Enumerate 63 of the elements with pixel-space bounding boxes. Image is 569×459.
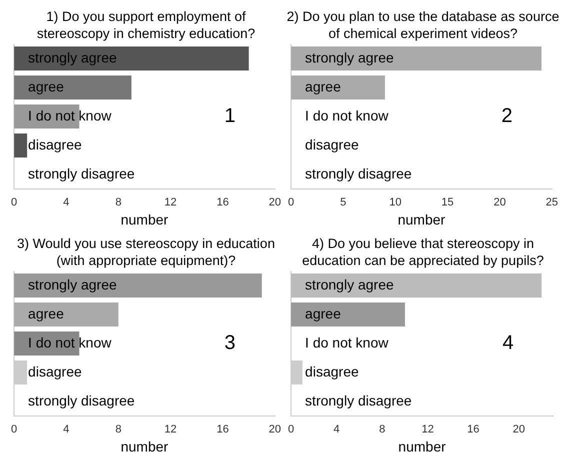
x-axis-title: number xyxy=(120,438,169,454)
bar xyxy=(14,273,262,298)
y-tick-label: strongly disagree xyxy=(28,392,135,408)
y-tick-label: strongly disagree xyxy=(305,165,412,182)
x-tick-label: 4 xyxy=(63,196,70,209)
annotation: 1 xyxy=(224,105,236,128)
y-tick-label: disagree xyxy=(28,136,82,152)
chart-title: 1) Do you support employment of stereoscopy in chemistry education? xyxy=(36,8,256,43)
x-tick-label: 0 xyxy=(288,196,294,209)
x-tick-label: 10 xyxy=(389,196,402,209)
bar xyxy=(291,273,542,298)
x-tick-label: 4 xyxy=(334,424,340,436)
y-tick-label: agree xyxy=(305,78,342,94)
x-tick-label: 25 xyxy=(546,196,558,209)
x-tick-label: 20 xyxy=(268,424,282,436)
annotation: 4 xyxy=(502,332,514,354)
y-tick-label: strongly agree xyxy=(305,276,394,292)
x-tick-label: 16 xyxy=(467,424,480,436)
x-tick-label: 15 xyxy=(441,196,454,209)
bar xyxy=(14,133,28,158)
y-tick-label: agree xyxy=(305,305,342,322)
annotation: 2 xyxy=(501,105,512,128)
x-tick-label: 20 xyxy=(494,196,506,209)
x-tick-label: 12 xyxy=(164,424,177,436)
y-tick-label: I do not know xyxy=(305,107,390,124)
y-tick-label: I do not know xyxy=(28,334,112,350)
x-axis-title: number xyxy=(120,211,169,228)
bar xyxy=(14,75,132,100)
y-tick-label: strongly disagree xyxy=(305,392,412,408)
x-tick-label: 20 xyxy=(512,424,525,436)
x-tick-label: 4 xyxy=(63,424,70,436)
y-tick-label: agree xyxy=(28,305,64,322)
x-axis-title: number xyxy=(398,211,446,228)
y-tick-label: strongly agree xyxy=(28,276,117,292)
x-tick-label: 0 xyxy=(288,424,294,436)
x-tick-label: 8 xyxy=(379,424,386,436)
x-tick-label: 0 xyxy=(10,196,18,209)
y-tick-label: agree xyxy=(28,78,64,94)
x-tick-label: 16 xyxy=(216,424,229,436)
y-tick-label: I do not know xyxy=(305,334,390,350)
x-tick-label: 8 xyxy=(115,196,122,209)
chart-title: 4) Do you believe that stereoscopy in education can be appreciated by pupils? xyxy=(301,235,545,270)
y-tick-label: I do not know xyxy=(28,107,112,124)
x-tick-label: 20 xyxy=(268,196,282,209)
y-tick-label: strongly agree xyxy=(305,49,394,66)
x-tick-label: 8 xyxy=(115,424,122,436)
y-tick-label: disagree xyxy=(28,363,82,380)
annotation: 3 xyxy=(224,332,236,354)
x-tick-label: 12 xyxy=(422,424,434,436)
bar xyxy=(14,302,118,327)
x-tick-label: 0 xyxy=(10,424,18,436)
x-tick-label: 5 xyxy=(340,196,346,209)
y-tick-label: disagree xyxy=(305,136,359,152)
x-tick-label: 12 xyxy=(164,196,177,209)
x-tick-label: 16 xyxy=(216,196,229,209)
x-axis-title: number xyxy=(398,438,446,454)
y-tick-label: strongly disagree xyxy=(28,165,135,182)
y-tick-label: strongly agree xyxy=(28,49,117,66)
chart-title: 3) Would you use stereoscopy in education (with appropriate equipment)? xyxy=(16,235,276,270)
chart-title: 2) Do you plan to use the database as source of chemical experiment videos? xyxy=(286,8,560,43)
bar xyxy=(291,302,405,327)
bar xyxy=(14,46,249,71)
y-tick-label: disagree xyxy=(305,363,359,380)
